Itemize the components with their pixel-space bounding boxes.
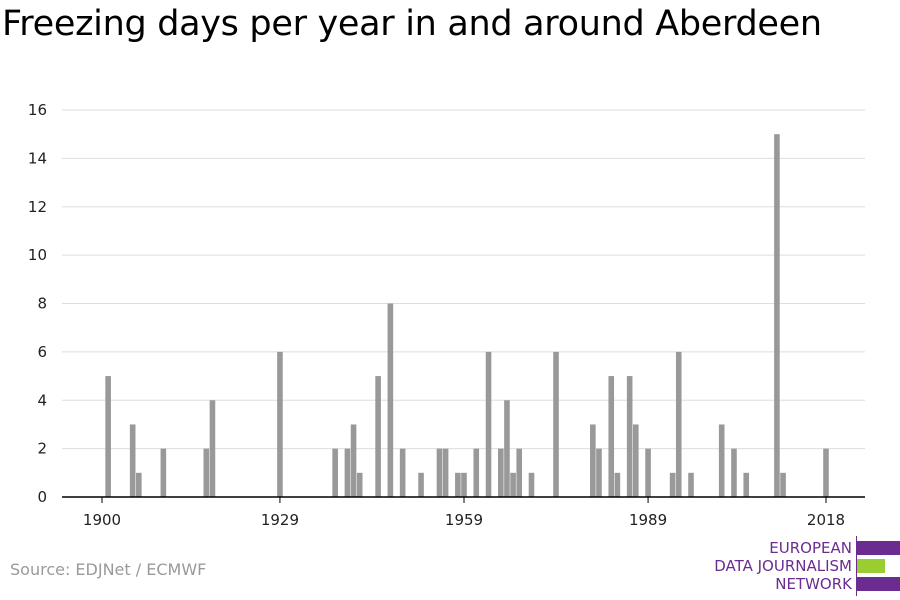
bar xyxy=(473,448,480,497)
logo-bar-2 xyxy=(857,559,885,573)
y-tick-label: 10 xyxy=(28,246,47,264)
bar xyxy=(442,448,449,497)
bar xyxy=(632,424,639,497)
bar xyxy=(590,424,596,497)
bar xyxy=(344,448,351,497)
bar xyxy=(675,351,682,497)
bar xyxy=(436,448,443,497)
bar xyxy=(136,472,142,497)
bar xyxy=(510,472,516,497)
bar xyxy=(399,448,406,497)
bar xyxy=(553,351,559,497)
bar xyxy=(277,351,283,497)
logo-line-1: EUROPEAN xyxy=(769,539,852,557)
y-tick-label: 14 xyxy=(28,149,47,167)
bar xyxy=(688,472,694,497)
bar xyxy=(780,472,786,497)
x-tick-label: 1900 xyxy=(83,511,121,529)
bar xyxy=(626,376,633,497)
y-tick-label: 16 xyxy=(28,101,47,119)
y-tick-label: 12 xyxy=(28,198,47,216)
logo-divider xyxy=(856,536,857,596)
gridlines xyxy=(62,109,865,450)
bar xyxy=(485,351,492,497)
x-tick-label: 1959 xyxy=(445,511,483,529)
bar xyxy=(387,303,394,497)
logo-bar-3 xyxy=(857,577,900,591)
bar xyxy=(614,472,621,497)
bar xyxy=(596,448,602,497)
bar xyxy=(160,448,167,497)
logo-line-2: DATA JOURNALISM xyxy=(714,557,852,575)
bar xyxy=(332,448,338,497)
bar xyxy=(669,472,676,497)
y-tick-label: 8 xyxy=(37,295,47,313)
bar xyxy=(718,424,725,497)
y-tick-label: 4 xyxy=(37,391,47,409)
bar xyxy=(203,448,210,497)
bar xyxy=(350,424,357,497)
bar xyxy=(823,448,829,497)
chart-title: Freezing days per year in and around Abe… xyxy=(2,4,822,44)
bar xyxy=(504,400,510,497)
y-axis: 0 2 4 6 8 10 12 14 16 xyxy=(28,101,47,506)
x-tick-label: 1929 xyxy=(261,511,299,529)
bar xyxy=(774,134,780,497)
bar xyxy=(516,448,523,497)
y-tick-label: 0 xyxy=(37,488,47,506)
bar xyxy=(105,376,111,497)
x-tick-label: 1989 xyxy=(629,511,667,529)
bars xyxy=(105,134,829,497)
y-tick-label: 6 xyxy=(37,343,47,361)
bar xyxy=(375,376,381,497)
bar xyxy=(455,472,461,497)
bar xyxy=(528,472,535,497)
logo-line-3: NETWORK xyxy=(775,575,852,593)
bar xyxy=(731,448,737,497)
logo-bar-1 xyxy=(857,541,900,555)
bar xyxy=(461,472,467,497)
y-tick-label: 2 xyxy=(37,440,47,458)
x-axis: 1900 1929 1959 1989 2018 xyxy=(62,496,865,529)
bar xyxy=(418,472,424,497)
edjnet-logo[interactable]: EUROPEAN DATA JOURNALISM NETWORK xyxy=(700,536,900,596)
bar xyxy=(608,376,615,497)
bar xyxy=(498,448,504,497)
x-tick-label: 2018 xyxy=(807,511,845,529)
bar xyxy=(743,472,750,497)
source-note: Source: EDJNet / ECMWF xyxy=(10,560,207,579)
bar xyxy=(356,472,363,497)
bar xyxy=(209,400,216,497)
bar xyxy=(129,424,136,497)
bar xyxy=(645,448,651,497)
